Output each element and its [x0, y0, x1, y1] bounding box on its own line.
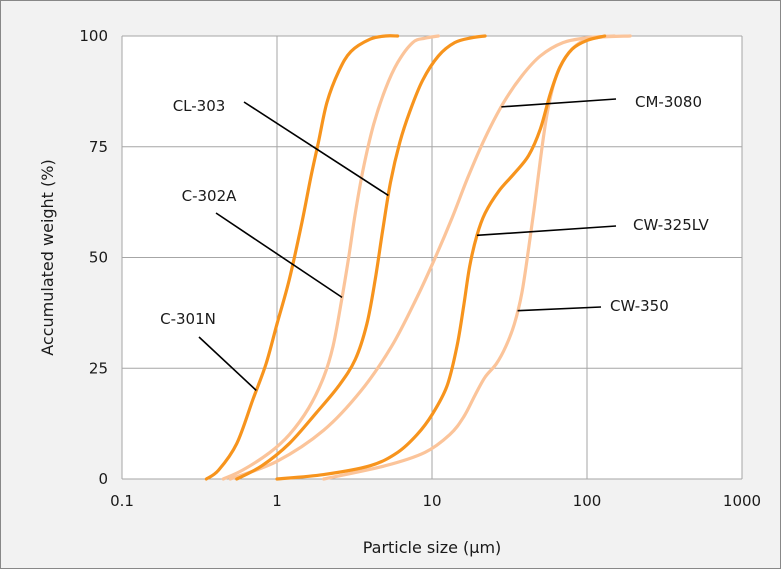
series-layer — [204, 34, 632, 481]
y-axis-title: Accumulated weight (%) — [38, 159, 57, 355]
x-axis-title: Particle size (µm) — [363, 538, 502, 557]
y-tick-label: 0 — [98, 470, 108, 488]
annotation-layer: CL-303 C-302A C-301N CM-3080 CW-325LV CW-350 — [160, 93, 709, 391]
y-tick-label: 25 — [89, 359, 108, 377]
annotation-label-cw-325lv: CW-325LV — [633, 216, 709, 234]
x-tick-label: 0.1 — [110, 492, 134, 510]
annotation-label-c-302a: C-302A — [182, 187, 238, 205]
annotation-label-c-301n: C-301N — [160, 310, 216, 328]
x-tick-label: 1000 — [723, 492, 761, 510]
tick-labels: 0.1 1 10 100 1000 0 25 50 75 100 — [79, 27, 761, 510]
annotation-leader-c-301n — [198, 336, 257, 391]
y-tick-label: 75 — [89, 138, 108, 156]
series-line-c-301n — [204, 34, 400, 481]
annotation-leader-c-302a — [215, 212, 343, 299]
series-line-c-302a — [221, 34, 441, 481]
y-tick-label: 100 — [79, 27, 108, 45]
annotation-leader-cw-350 — [517, 306, 602, 312]
annotation-leader-cm-3080 — [501, 98, 617, 108]
x-tick-label: 1 — [272, 492, 282, 510]
x-tick-label: 100 — [573, 492, 602, 510]
annotation-label-cm-3080: CM-3080 — [635, 93, 702, 111]
annotation-leader-cw-325lv — [476, 225, 617, 237]
y-tick-label: 50 — [89, 249, 108, 267]
annotation-leader-cl-303 — [243, 101, 389, 197]
series-line-cm-3080 — [228, 34, 616, 481]
annotation-label-cl-303: CL-303 — [173, 97, 226, 115]
annotation-label-cw-350: CW-350 — [610, 297, 669, 315]
x-tick-label: 10 — [422, 492, 441, 510]
series-line-cl-303 — [235, 34, 487, 481]
